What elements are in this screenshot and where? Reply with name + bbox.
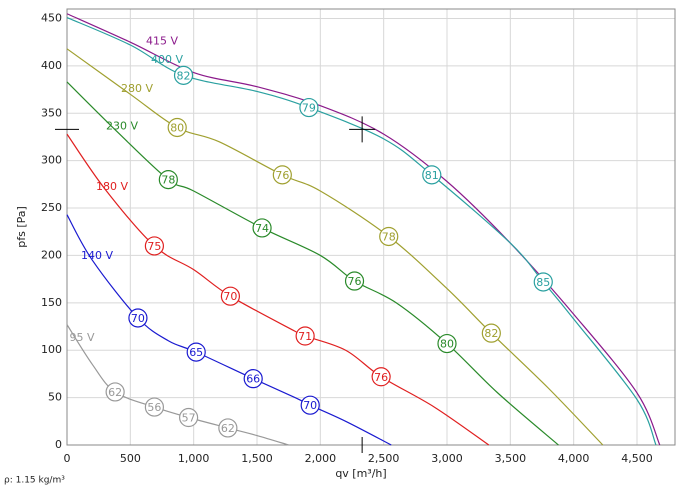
level-marker [173, 65, 194, 85]
level-marker [533, 272, 553, 292]
level-label: 81 [425, 169, 439, 182]
curve [66, 133, 490, 446]
level-label: 80 [440, 338, 454, 351]
series-label: 230 V [106, 119, 138, 132]
density-note: ρ: 1.15 kg/m³ [4, 476, 65, 486]
series-label: 95 V [69, 331, 94, 344]
y-tick-label: 100 [41, 343, 62, 356]
series-label: 180 V [96, 180, 128, 193]
plot-frame [66, 8, 676, 446]
x-tick-label: 1,500 [241, 452, 273, 465]
level-marker [144, 236, 164, 256]
y-tick-label: 0 [55, 438, 62, 451]
level-marker [299, 97, 319, 118]
level-label: 70 [131, 312, 145, 325]
level-marker [272, 165, 292, 185]
y-tick-label: 400 [41, 59, 62, 72]
x-tick-label: 3,000 [431, 452, 463, 465]
level-marker [186, 342, 206, 362]
level-label: 82 [484, 327, 498, 340]
level-label: 62 [108, 386, 122, 399]
level-marker [218, 418, 238, 438]
curve [66, 13, 661, 446]
x-tick-label: 1,000 [178, 452, 210, 465]
level-marker [158, 170, 178, 190]
level-label: 66 [246, 373, 260, 386]
y-tick-label: 50 [48, 391, 62, 404]
y-tick-label: 450 [41, 11, 62, 24]
series-label: 400 V [151, 53, 183, 66]
level-marker [300, 395, 320, 415]
x-tick-label: 2,500 [368, 452, 400, 465]
curve [66, 16, 657, 446]
level-marker [243, 369, 263, 389]
level-label: 76 [348, 275, 362, 288]
x-tick-label: 0 [64, 452, 71, 465]
x-tick-label: 4,500 [621, 452, 653, 465]
curve [66, 81, 559, 446]
level-label: 78 [161, 174, 175, 187]
series-label: 280 V [121, 82, 153, 95]
x-tick-label: 4,000 [558, 452, 590, 465]
level-label: 80 [170, 121, 184, 134]
level-marker [105, 382, 125, 402]
level-marker [437, 333, 457, 354]
level-marker [167, 117, 187, 138]
level-marker [144, 397, 164, 417]
level-label: 70 [303, 399, 317, 412]
level-label: 75 [147, 240, 161, 253]
level-label: 56 [147, 401, 161, 414]
y-tick-label: 250 [41, 201, 62, 214]
curve [66, 324, 289, 446]
curve [66, 48, 604, 446]
level-label: 78 [382, 230, 396, 243]
y-tick-label: 350 [41, 106, 62, 119]
level-label: 76 [374, 371, 388, 384]
y-tick-label: 150 [41, 296, 62, 309]
level-label: 79 [302, 102, 316, 115]
level-marker [371, 367, 391, 387]
level-marker [295, 326, 315, 346]
level-label: 62 [221, 422, 235, 435]
x-axis-title: qv [m³/h] [335, 467, 386, 480]
x-tick-label: 3,500 [495, 452, 527, 465]
level-marker [179, 407, 199, 428]
level-label: 82 [177, 69, 191, 82]
level-marker [379, 226, 399, 247]
level-marker [252, 218, 272, 238]
level-label: 71 [298, 330, 312, 343]
x-tick-label: 500 [120, 452, 141, 465]
level-label: 74 [255, 222, 269, 235]
level-label: 76 [275, 169, 289, 182]
x-tick-label: 2,000 [305, 452, 337, 465]
y-tick-label: 200 [41, 248, 62, 261]
level-marker [220, 286, 240, 306]
curve [66, 214, 392, 446]
level-marker [481, 323, 501, 343]
level-marker [422, 165, 442, 185]
level-marker [344, 271, 365, 291]
series-label: 415 V [146, 34, 178, 47]
level-label: 85 [536, 276, 550, 289]
level-label: 57 [182, 412, 196, 425]
level-label: 65 [189, 346, 203, 359]
level-label: 70 [223, 290, 237, 303]
y-axis-title: pfs [Pa] [15, 206, 28, 248]
series-label: 140 V [81, 249, 113, 262]
y-tick-label: 300 [41, 154, 62, 167]
level-marker [128, 308, 148, 328]
